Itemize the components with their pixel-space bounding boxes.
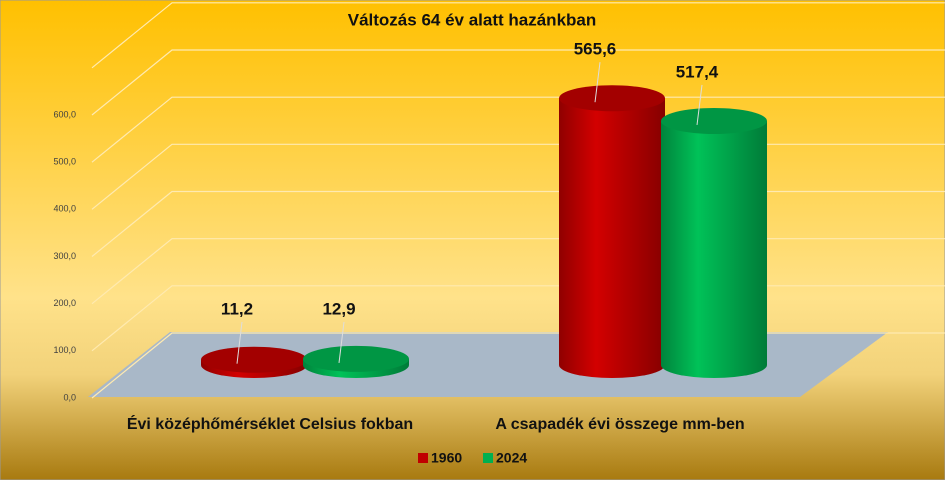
leader-line [594,62,601,103]
bar-top [559,85,665,112]
y-tick-label: 600,0 [53,109,76,119]
y-tick-label: 500,0 [53,157,76,167]
y-tick-label: 200,0 [53,298,76,308]
legend-label: 2024 [496,450,527,466]
bar [661,120,767,379]
bar-top [661,107,767,134]
data-label: 12,9 [322,299,355,318]
y-tick-label: 100,0 [53,345,76,355]
wall-edge [91,2,945,69]
y-tick-label: 400,0 [53,204,76,214]
bar-top [303,345,409,372]
chart-title: Változás 64 év alatt hazánkban [348,10,597,29]
grid-line [91,49,945,116]
grid-line [91,96,945,163]
bar-top [201,346,307,373]
legend-label: 1960 [431,450,462,466]
leader-line [338,321,345,363]
data-label: 565,6 [574,40,617,59]
data-label: 517,4 [676,62,719,81]
x-tick-label: A csapadék évi összege mm-ben [495,416,744,433]
leader-line [236,321,243,364]
bar [559,98,665,378]
legend-swatch [418,453,428,463]
leader-line [696,84,703,126]
data-label: 11,2 [221,299,253,318]
y-tick-label: 300,0 [53,251,76,261]
legend-swatch [483,453,493,463]
y-tick-label: 0,0 [63,392,76,402]
x-tick-label: Évi középhőmérséklet Celsius fokban [127,414,413,433]
